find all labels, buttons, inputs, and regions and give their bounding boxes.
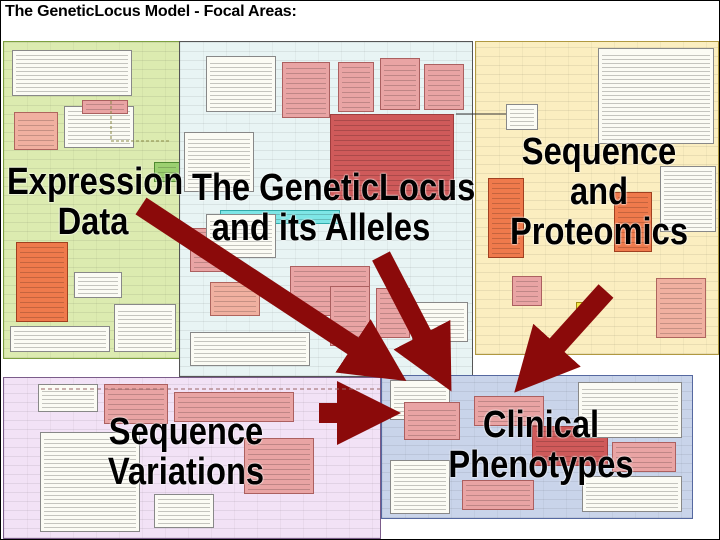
arrow-locus-to-clinical bbox=[372, 251, 452, 392]
uml-class bbox=[82, 100, 128, 114]
uml-note bbox=[154, 494, 214, 528]
uml-class bbox=[512, 276, 542, 306]
uml-class bbox=[424, 64, 464, 110]
uml-note bbox=[660, 166, 716, 232]
uml-class bbox=[404, 402, 460, 440]
uml-class bbox=[612, 442, 676, 472]
uml-note bbox=[206, 56, 276, 112]
uml-class bbox=[462, 480, 534, 510]
label-expression-data: Expression Data bbox=[7, 161, 184, 243]
label-sequence-proteomics: Sequence and Proteomics bbox=[510, 131, 688, 253]
uml-note bbox=[206, 214, 276, 258]
page-title: The GeneticLocus Model - Focal Areas: bbox=[5, 3, 297, 20]
uml-class bbox=[104, 384, 168, 424]
uml-note bbox=[390, 460, 450, 514]
uml-note bbox=[10, 326, 110, 352]
uml-note bbox=[12, 50, 132, 96]
uml-class bbox=[282, 62, 330, 118]
label-sequence-variations: Sequence Variations bbox=[107, 411, 265, 493]
uml-class bbox=[210, 282, 260, 316]
arrow-expression-to-clinical bbox=[135, 197, 407, 382]
uml-note bbox=[74, 272, 122, 298]
uml-class bbox=[244, 438, 314, 494]
uml-note bbox=[582, 476, 682, 512]
uml-note bbox=[578, 382, 682, 438]
uml-note bbox=[506, 104, 538, 130]
uml-class bbox=[488, 178, 524, 258]
uml-class bbox=[474, 396, 544, 426]
uml-note bbox=[114, 304, 176, 352]
genetic-locus-region bbox=[179, 41, 473, 377]
uml-class bbox=[380, 58, 420, 110]
uml-note bbox=[184, 132, 254, 192]
arrow-sequence-to-clinical bbox=[514, 284, 614, 393]
uml-note bbox=[598, 48, 714, 144]
sequence-variation-class bbox=[174, 392, 294, 422]
uml-class bbox=[14, 112, 58, 150]
uml-note bbox=[40, 432, 140, 532]
label-clinical-phenotypes: Clinical Phenotypes bbox=[448, 404, 634, 486]
label-genetic-locus: The GeneticLocus and its Alleles bbox=[192, 167, 476, 249]
uml-class bbox=[656, 278, 706, 338]
uml-note bbox=[190, 332, 310, 366]
genetic-locus-class bbox=[330, 114, 454, 200]
connector-line bbox=[110, 101, 171, 142]
uml-class bbox=[614, 192, 652, 252]
uml-class bbox=[16, 242, 68, 322]
uml-class bbox=[338, 62, 374, 112]
clinical-phenotypes-region bbox=[381, 375, 693, 519]
phenotype-class bbox=[532, 426, 608, 466]
